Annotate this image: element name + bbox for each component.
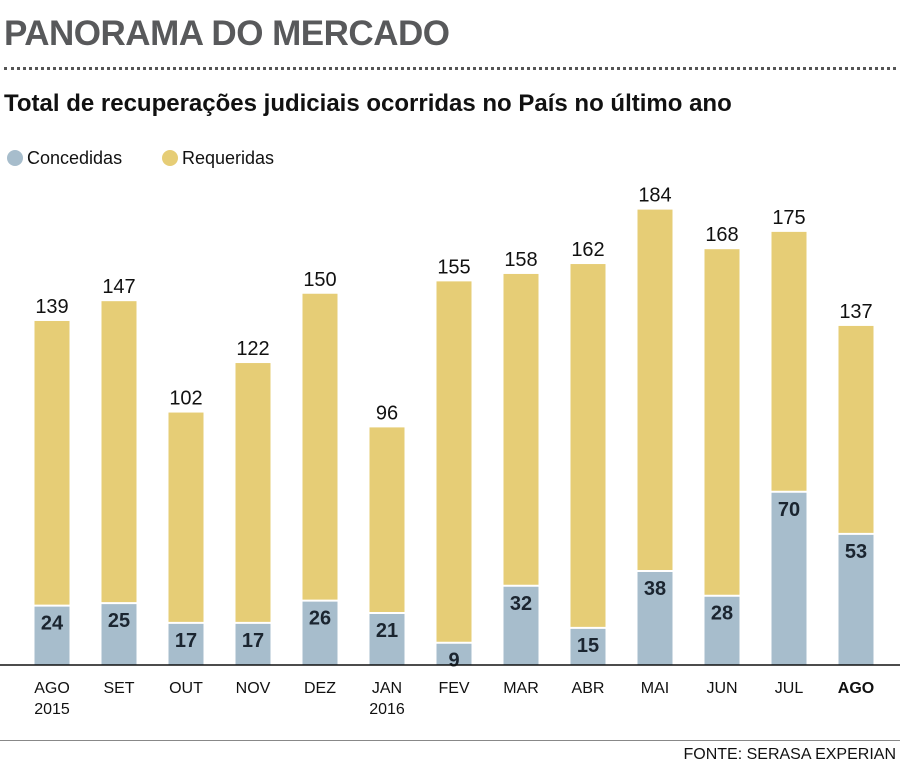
value-label: 26	[309, 608, 331, 630]
value-label: 24	[41, 613, 64, 635]
legend-label: Concedidas	[27, 148, 122, 168]
x-tick-label: DEZ	[304, 680, 336, 697]
legend-label: Requeridas	[182, 148, 274, 168]
bar	[369, 613, 405, 665]
bar	[235, 363, 271, 665]
bar	[570, 264, 606, 665]
value-label: 158	[504, 249, 537, 271]
divider	[0, 740, 900, 741]
value-label: 32	[510, 593, 532, 615]
value-label: 150	[303, 269, 336, 291]
x-tick-label: SET	[103, 680, 135, 697]
x-tick-label: MAR	[503, 680, 539, 697]
bar	[838, 533, 874, 665]
bar	[704, 595, 740, 665]
bar	[34, 605, 70, 665]
x-tick-label: JUL	[774, 680, 804, 697]
bar	[302, 600, 338, 665]
bar	[771, 491, 807, 665]
value-label: 28	[711, 603, 733, 625]
value-label: 9	[448, 650, 459, 672]
value-label: 96	[376, 402, 398, 424]
value-label: 175	[772, 207, 805, 229]
x-tick-label: JUN	[706, 680, 738, 697]
value-label: 25	[108, 610, 130, 632]
value-label: 17	[242, 630, 264, 652]
x-tick-label: NOV	[235, 680, 271, 697]
x-tick-label: FEV	[438, 680, 470, 697]
divider	[4, 67, 896, 70]
x-tick-label: AGO 2015	[34, 680, 70, 718]
value-label: 168	[705, 224, 738, 246]
value-label: 137	[839, 301, 872, 323]
value-label: 102	[169, 388, 202, 410]
value-label: 70	[778, 499, 800, 521]
value-label: 53	[845, 541, 867, 563]
x-tick-label: JAN 2016	[369, 680, 405, 718]
bar	[637, 570, 673, 665]
legend-swatch	[162, 150, 178, 166]
bar	[101, 603, 137, 665]
value-label: 21	[376, 620, 398, 642]
value-label: 122	[236, 338, 269, 360]
x-tick-label: AGO	[837, 680, 875, 697]
source: FONTE: SERASA EXPERIAN	[683, 746, 897, 763]
value-label: 38	[644, 578, 666, 600]
value-label: 17	[175, 630, 197, 652]
bar	[168, 622, 204, 665]
bar	[235, 622, 271, 665]
legend-swatch	[7, 150, 23, 166]
bar	[503, 585, 539, 665]
value-label: 155	[437, 256, 470, 278]
chart-title: Total de recuperações judiciais ocorrida…	[4, 90, 732, 117]
value-label: 147	[102, 276, 135, 298]
header: PANORAMA DO MERCADO	[4, 14, 450, 53]
x-tick-label: OUT	[169, 680, 203, 697]
x-tick-label: MAI	[640, 680, 670, 697]
value-label: 162	[571, 239, 604, 261]
bar	[436, 281, 472, 665]
bar	[436, 642, 472, 665]
value-label: 139	[35, 296, 68, 318]
value-label: 15	[577, 635, 599, 657]
value-label: 184	[638, 185, 671, 207]
x-tick-label: ABR	[571, 680, 605, 697]
bar	[570, 627, 606, 665]
